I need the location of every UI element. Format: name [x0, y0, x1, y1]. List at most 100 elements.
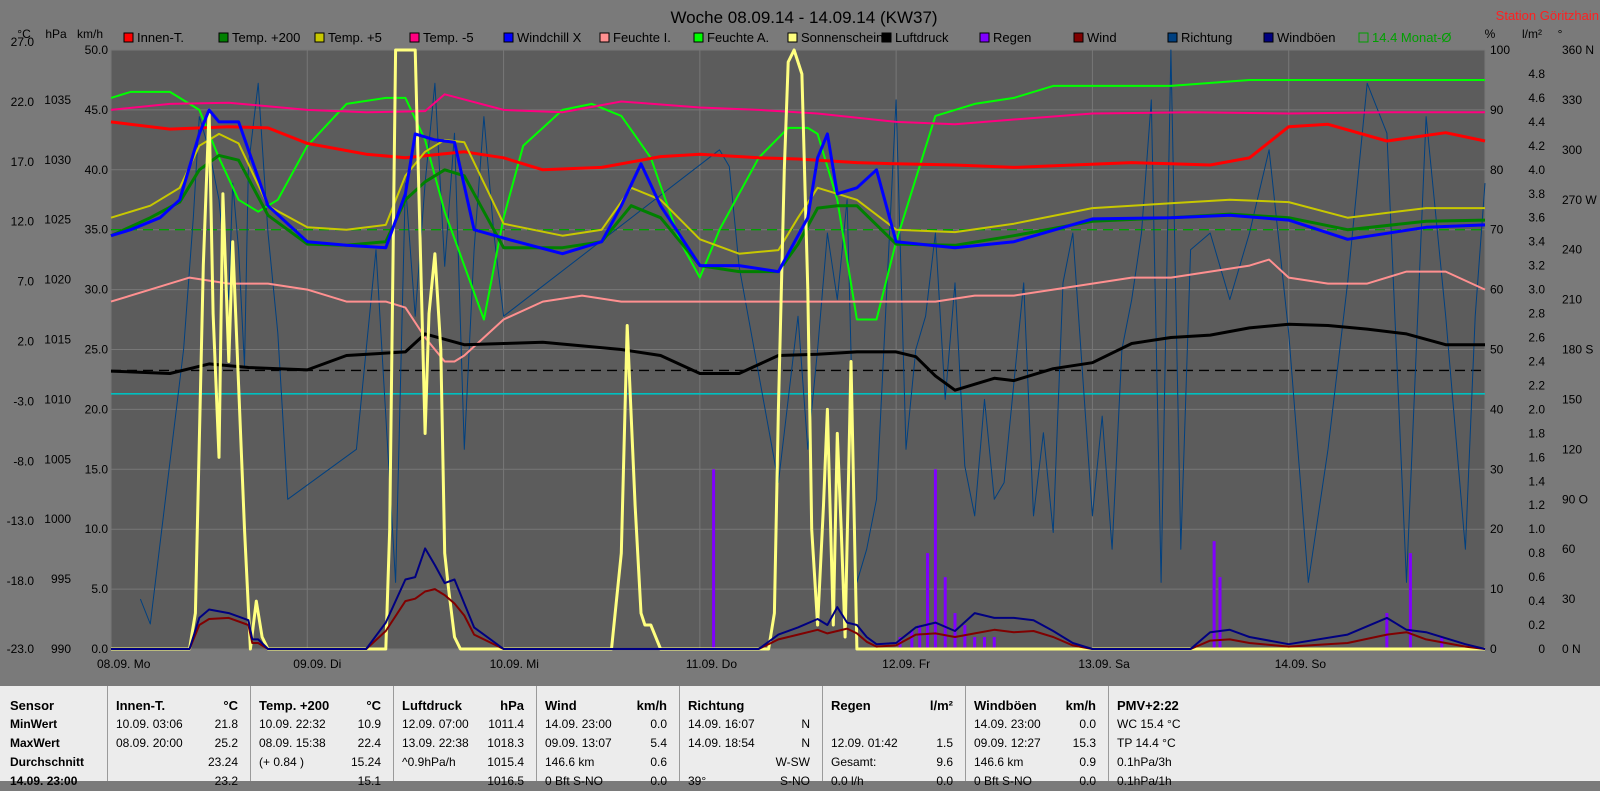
hpa-tick-label: 1000 — [44, 512, 71, 526]
stats-temp-date: 10.09. 22:32 — [259, 717, 326, 731]
stats-wind-value: 5.4 — [650, 736, 667, 750]
stats-temp-date: 08.09. 15:38 — [259, 736, 326, 750]
direction-tick-label: 150 — [1562, 392, 1582, 406]
stats-panel: Sensor MinWert MaxWert Durchschnitt 14.0… — [0, 686, 1600, 788]
legend-swatch — [693, 32, 704, 43]
stats-regen-column: Regen l/m² 12.09. 01:42 1.5 Gesamt: 9.6 … — [823, 686, 966, 788]
legend-label: Sonnenschein — [801, 30, 883, 45]
series-line-temp-200 — [110, 153, 1486, 274]
celsius-tick-label: -23.0 — [7, 642, 35, 656]
stats-boeen-value: 0.0 — [1079, 774, 1096, 788]
series-line-windb-en — [111, 547, 1486, 650]
stats-wind-unit: km/h — [636, 698, 667, 713]
rain-bar — [712, 469, 716, 649]
kmh-tick-label: 15.0 — [85, 462, 109, 476]
stats-wind-date: 0 Bft S-NO — [545, 774, 604, 788]
rain-bar — [943, 577, 947, 649]
stats-innen-column: Innen-T. °C 10.09. 03:06 21.8 08.09. 20:… — [108, 686, 251, 788]
rain-tick-label: 2.8 — [1528, 307, 1545, 321]
rain-tick-label: 4.8 — [1528, 67, 1545, 81]
stats-boeen-date: 146.6 km — [974, 755, 1024, 769]
direction-tick-label: 180 S — [1562, 343, 1593, 357]
percent-tick-label: 30 — [1490, 462, 1504, 476]
legend-swatch — [409, 32, 420, 43]
x-tick-label: 13.09. Sa — [1078, 657, 1130, 671]
hpa-tick-label: 990 — [51, 642, 71, 656]
direction-tick-label: 120 — [1562, 442, 1582, 456]
stats-richtung-date: 14.09. 16:07 — [688, 717, 755, 731]
stats-regen-date: 12.09. 01:42 — [831, 736, 898, 750]
stats-druck-title: Luftdruck — [402, 698, 462, 713]
rain-bar — [973, 637, 977, 649]
direction-tick-label: 0 N — [1562, 642, 1581, 656]
stats-temp-title: Temp. +200 — [259, 698, 330, 713]
direction-tick-label: 60 — [1562, 542, 1576, 556]
stats-richtung-title: Richtung — [688, 698, 745, 713]
direction-tick-label: 270 W — [1562, 193, 1597, 207]
legend-label: Temp. -5 — [423, 30, 474, 45]
x-tick-label: 10.09. Mi — [490, 657, 539, 671]
kmh-tick-label: 20.0 — [85, 402, 109, 416]
legend-swatch — [1167, 32, 1178, 43]
percent-tick-label: 70 — [1490, 223, 1504, 237]
series-line-windchill-x — [110, 108, 1486, 274]
rain-tick-label: 1.6 — [1528, 450, 1545, 464]
rain-tick-label: 4.0 — [1528, 163, 1545, 177]
stats-druck-value: 1011.4 — [488, 717, 524, 731]
kmh-tick-label: 5.0 — [91, 582, 108, 596]
stats-pmv-value: 0.1hPa/3h — [1117, 755, 1172, 769]
rain-bar — [918, 625, 922, 649]
celsius-tick-label: 12.0 — [11, 215, 35, 229]
stats-innen-title: Innen-T. — [116, 698, 166, 713]
stats-innen-value: 23.2 — [214, 774, 238, 788]
series-lines — [110, 48, 1486, 651]
x-tick-label: 11.09. Do — [686, 657, 737, 671]
rain-tick-label: 0.4 — [1528, 594, 1545, 608]
stats-temp-value: 15.1 — [357, 774, 381, 788]
direction-tick-label: 210 — [1562, 293, 1582, 307]
direction-tick-label: 330 — [1562, 93, 1582, 107]
legend-label: Windböen — [1277, 30, 1336, 45]
direction-tick-label: 300 — [1562, 143, 1582, 157]
legend-swatch — [218, 32, 229, 43]
celsius-tick-label: 27.0 — [11, 35, 35, 49]
axis-labels: -23.0 -18.0 -13.0 -8.0 -3.0 2.0 7.0 12.0 17.0 22.… — [7, 35, 1598, 671]
rain-tick-label: 3.2 — [1528, 259, 1545, 273]
stats-richtung-value: N — [801, 736, 810, 750]
rain-tick-label: 1.8 — [1528, 426, 1545, 440]
series-line-richtung — [139, 49, 1486, 625]
kmh-tick-label: 0.0 — [91, 642, 108, 656]
x-tick-label: 12.09. Fr — [882, 657, 930, 671]
rain-bar — [910, 631, 914, 649]
station-label: Station Göritzhain — [1496, 8, 1599, 23]
stats-row-label: MaxWert — [10, 736, 60, 750]
kmh-tick-label: 50.0 — [85, 43, 109, 57]
stats-pmv-value: TP 14.4 °C — [1117, 736, 1176, 750]
unit-celsius: °C — [17, 27, 31, 41]
direction-tick-label: 240 — [1562, 243, 1582, 257]
rain-tick-label: 2.0 — [1528, 402, 1545, 416]
stats-pmv-value: 0.1hPa/1h — [1117, 774, 1172, 788]
unit-percent: % — [1485, 27, 1496, 41]
stats-druck-value: 1018.3 — [487, 736, 524, 750]
stats-boeen-date: 0 Bft S-NO — [974, 774, 1033, 788]
stats-druck-date: ^0.9hPa/h — [402, 755, 456, 769]
stats-temp-value: 15.24 — [350, 755, 381, 769]
legend-swatch — [1263, 32, 1274, 43]
stats-sensor-column: Sensor MinWert MaxWert Durchschnitt 14.0… — [0, 686, 108, 788]
stats-wind-value: 0.0 — [650, 717, 667, 731]
stats-innen-value: 25.2 — [214, 736, 238, 750]
rain-tick-label: 4.2 — [1528, 139, 1545, 153]
hpa-tick-label: 1015 — [44, 333, 71, 347]
percent-tick-label: 20 — [1490, 522, 1504, 536]
celsius-tick-label: 2.0 — [17, 335, 34, 349]
legend-label: Temp. +5 — [328, 30, 382, 45]
rain-tick-label: 2.4 — [1528, 354, 1545, 368]
stats-pmv-title: PMV+2:22 — [1117, 698, 1179, 713]
stats-temp-value: 22.4 — [357, 736, 381, 750]
stats-temp-column: Temp. +200 °C 10.09. 22:32 10.9 08.09. 1… — [251, 686, 394, 788]
kmh-tick-label: 10.0 — [85, 522, 109, 536]
stats-temp-value: 10.9 — [357, 717, 381, 731]
legend-label: Richtung — [1181, 30, 1232, 45]
stats-boeen-date: 14.09. 23:00 — [974, 717, 1041, 731]
